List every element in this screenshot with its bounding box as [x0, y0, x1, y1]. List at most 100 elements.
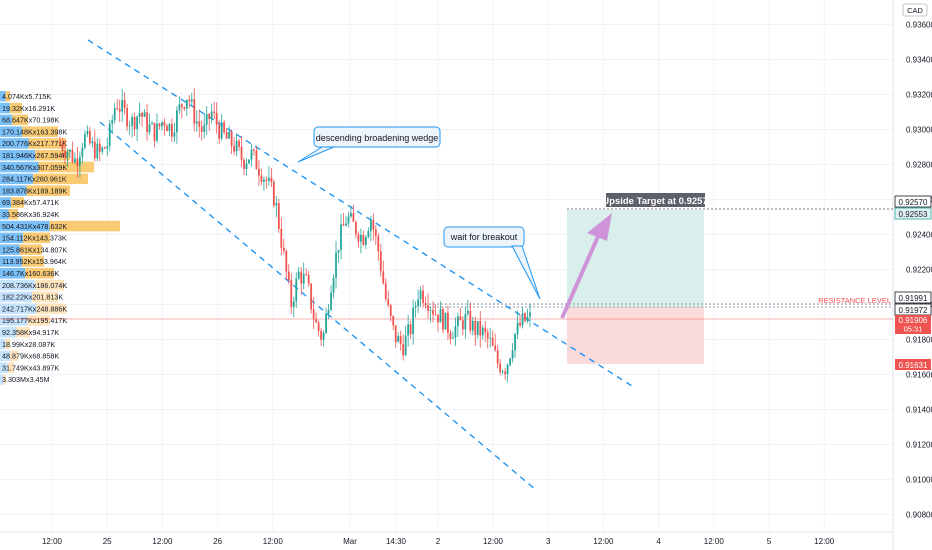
breakout-callout[interactable]: wait for breakout: [443, 226, 541, 300]
candle-body: [501, 371, 504, 373]
candle-body: [519, 322, 521, 326]
currency-badge[interactable]: CAD: [902, 3, 928, 17]
candle-body: [417, 299, 419, 307]
candle-body: [133, 116, 136, 130]
profile-bar: [0, 220, 50, 232]
candle-body: [175, 110, 178, 133]
candle-body: [131, 116, 134, 126]
profile-bar: [0, 327, 17, 338]
candle-body: [81, 147, 84, 157]
candle-body: [307, 274, 310, 284]
svg-text:0.91991: 0.91991: [899, 294, 928, 303]
candle-body: [437, 314, 439, 323]
candle-body: [185, 99, 188, 109]
upside-arrow[interactable]: [560, 213, 612, 319]
candle-body: [66, 151, 69, 157]
resistance-label: RESISTANCE LEVEL: [818, 296, 891, 305]
candle-body: [69, 149, 71, 152]
target-entry-label: 0.92553: [894, 207, 932, 220]
profile-label: 18.99Kx28.087K: [2, 340, 55, 349]
candle-body: [367, 231, 370, 238]
candle-body: [225, 132, 228, 139]
candle-body: [98, 143, 101, 152]
candle-body: [193, 99, 196, 124]
upper-trendline[interactable]: [87, 39, 633, 387]
candle-body: [223, 122, 226, 133]
time-tick: 12:00: [42, 537, 63, 546]
price-axis[interactable]: 0.936000.934000.932000.930000.928000.926…: [906, 21, 932, 520]
stop-level-label: 0.91631: [895, 359, 931, 370]
candle-body: [153, 122, 156, 141]
candle-body: [330, 292, 332, 310]
target-label: Upside Target at 0.9257: [602, 196, 707, 207]
candle-body: [486, 332, 489, 339]
profile-label: 200.776Kx217.771K: [2, 139, 67, 148]
candle-body: [432, 309, 434, 315]
candle-body: [514, 334, 516, 351]
candle-body: [422, 290, 424, 304]
candle-body: [287, 271, 290, 281]
candle-body: [342, 224, 345, 226]
candle-body: [489, 337, 492, 339]
candle-body: [275, 203, 278, 206]
candle-body: [88, 130, 91, 144]
candle-body: [272, 181, 275, 206]
candle-body: [113, 108, 116, 121]
volume-profile: 4.074Kx5.715K 19.32Kx16.291K 68.647Kx70.19…: [0, 91, 120, 385]
candle-body: [235, 140, 238, 152]
currency-label: CAD: [907, 6, 923, 15]
target-callout[interactable]: Upside Target at 0.9257: [602, 193, 708, 207]
candle-body: [183, 107, 186, 109]
candle-body: [384, 283, 387, 300]
candle-body: [64, 151, 66, 157]
candle-body: [337, 250, 340, 253]
candle-body: [474, 320, 477, 335]
candle-body: [173, 132, 176, 137]
svg-text:0.92553: 0.92553: [899, 210, 928, 219]
candle-body: [516, 322, 519, 335]
candle-body: [464, 313, 467, 330]
lower-trendline[interactable]: [99, 121, 537, 491]
svg-text:0.92570: 0.92570: [899, 198, 928, 207]
candle-body: [243, 159, 245, 170]
candle-body: [439, 309, 442, 323]
candle-body: [218, 124, 221, 139]
candle-body: [103, 147, 106, 149]
time-axis[interactable]: 12:00 25 12:00 26 12:00 Mar 14:30 2 12:00 3 12:00 4…: [42, 537, 835, 546]
stop-zone[interactable]: [567, 307, 704, 364]
candle-body: [166, 125, 168, 132]
candle-body: [511, 350, 514, 359]
candle-body: [412, 307, 415, 335]
candle-body: [429, 309, 432, 311]
candle-body: [350, 213, 352, 217]
profile-bar: [0, 126, 22, 137]
profile-bar: [0, 232, 24, 244]
candle-body: [210, 111, 213, 119]
candle-body: [106, 146, 109, 149]
profile-label: 48.879Kx68.858K: [2, 352, 59, 361]
profile-bar: [0, 350, 10, 362]
candle-body: [143, 112, 146, 117]
profile-label: 181.946Kx267.594K: [2, 151, 67, 160]
profile-bar: [0, 315, 28, 326]
current-price-label: 0.91906 05:31: [895, 315, 931, 334]
candle-body: [364, 237, 367, 245]
candle-body: [141, 113, 143, 117]
candle-body: [270, 177, 273, 182]
wedge-callout[interactable]: descending broadening wedge: [297, 126, 441, 163]
candle-body: [74, 158, 76, 162]
candle-body: [136, 116, 138, 130]
candle-body: [190, 99, 193, 102]
candle-body: [359, 234, 362, 242]
profile-label: 69.384Kx57.471K: [2, 198, 59, 207]
profile-bar: [0, 244, 20, 255]
candle-body: [332, 277, 335, 293]
candle-body: [466, 310, 469, 314]
profile-bar: [0, 279, 36, 291]
candle-body: [317, 322, 320, 331]
candle-body: [111, 120, 114, 124]
